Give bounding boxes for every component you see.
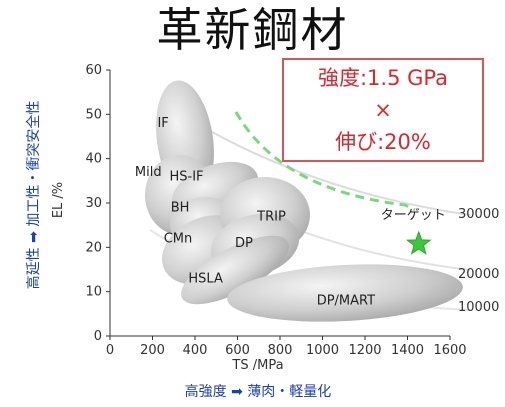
y-tick-label: 20 — [85, 240, 102, 255]
x-annotation: 高強度 ➡ 薄肉・軽量化 — [185, 383, 332, 400]
y-annotation: 高延性 ➡ 加工性・衝突安全性 — [25, 101, 42, 290]
target-star-icon — [405, 230, 432, 255]
region-label: HSLA — [188, 271, 223, 286]
region-label: TRIP — [256, 209, 286, 224]
iso-label-10000: 10000 — [458, 300, 499, 315]
y-ticks: 0 10 20 30 40 50 60 — [85, 63, 110, 344]
x-axis-label: TS /MPa — [231, 358, 283, 373]
x-tick-label: 1200 — [348, 343, 381, 358]
region-DP-MART — [227, 264, 463, 322]
region-label: HS-IF — [169, 169, 203, 184]
x-tick-label: 800 — [268, 343, 293, 358]
region-label: Mild — [135, 165, 162, 180]
target-spec-box: 強度:1.5 GPa × 伸び:20% — [282, 58, 484, 162]
y-axis-label: EL /% — [51, 182, 66, 218]
region-label: DP/MART — [317, 294, 375, 309]
region-blobs — [145, 80, 463, 322]
y-tick-label: 40 — [85, 152, 102, 167]
x-tick-label: 1000 — [306, 343, 339, 358]
x-tick-label: 1600 — [433, 343, 466, 358]
y-tick-label: 50 — [85, 107, 102, 122]
region-label: DP — [235, 236, 253, 251]
target-elongation: 伸び:20% — [335, 130, 431, 154]
y-tick-label: 60 — [85, 63, 102, 78]
iso-label-20000: 20000 — [458, 267, 499, 282]
y-tick-label: 10 — [85, 285, 102, 300]
x-tick-label: 600 — [225, 343, 250, 358]
region-labels: IF Mild HS-IF BH TRIP CMn DP HSLA DP/MART — [135, 116, 375, 308]
x-tick-label: 0 — [106, 343, 114, 358]
chart-title: 革新鋼材 — [156, 3, 349, 57]
target-times: × — [374, 98, 392, 122]
x-tick-label: 200 — [140, 343, 165, 358]
target-label: ターゲット — [381, 208, 446, 223]
region-label: BH — [171, 200, 190, 215]
x-tick-label: 400 — [183, 343, 208, 358]
region-HSLA — [181, 235, 289, 305]
y-tick-label: 30 — [85, 196, 102, 211]
target-strength: 強度:1.5 GPa — [317, 66, 448, 90]
region-label: IF — [157, 116, 168, 131]
x-ticks: 0 200 400 600 800 1000 1200 1400 1600 — [106, 336, 467, 358]
x-tick-label: 1400 — [391, 343, 424, 358]
y-tick-label: 0 — [94, 329, 102, 344]
region-label: CMn — [164, 231, 193, 246]
target-curve — [234, 111, 416, 212]
iso-label-30000: 30000 — [458, 207, 499, 222]
